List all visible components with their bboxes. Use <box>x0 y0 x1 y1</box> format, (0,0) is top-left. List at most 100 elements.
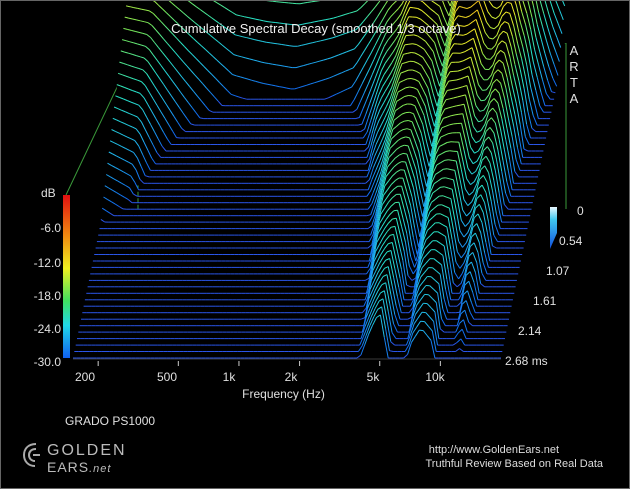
slice-segment <box>433 20 438 25</box>
slice-segment <box>484 94 490 101</box>
slice-segment <box>403 251 409 276</box>
slice-segment <box>384 222 389 229</box>
slice-segment <box>451 239 457 263</box>
slice-segment <box>427 24 433 30</box>
slice-segment <box>357 83 363 92</box>
slice-segment <box>408 307 414 314</box>
slice-segment <box>397 63 403 74</box>
slice-segment <box>393 73 399 87</box>
slice-segment <box>421 10 426 15</box>
slice-segment <box>108 151 113 155</box>
slice-segment <box>377 265 383 273</box>
slice-segment <box>404 144 409 147</box>
slice-segment <box>382 129 387 139</box>
slice-segment <box>472 292 478 307</box>
slice-segment <box>436 90 442 107</box>
slice-segment <box>506 128 512 149</box>
slice-segment <box>376 254 382 263</box>
slice-segment <box>371 118 377 134</box>
slice-segment <box>151 67 157 74</box>
slice-segment <box>397 137 403 141</box>
slice-segment <box>488 64 494 70</box>
slice-segment <box>409 137 414 150</box>
slice-segment <box>379 102 385 110</box>
slice-segment <box>392 125 398 130</box>
slice-segment <box>432 120 438 137</box>
slice-segment <box>431 129 437 147</box>
slice-segment <box>177 23 183 28</box>
slice-segment <box>134 30 140 33</box>
slice-segment <box>365 27 371 34</box>
slice-segment <box>415 248 421 262</box>
slice-segment <box>444 7 450 17</box>
slice-segment <box>371 227 377 245</box>
slice-segment <box>103 196 108 200</box>
slice-segment <box>396 146 401 150</box>
slice-segment <box>386 226 392 232</box>
slice-segment <box>452 79 457 81</box>
slice-segment <box>409 86 414 89</box>
slice-segment <box>126 173 132 177</box>
slice-segment <box>436 186 441 191</box>
slice-segment <box>435 171 440 175</box>
decay-slice <box>116 28 545 145</box>
slice-segment <box>500 128 505 150</box>
slice-segment <box>418 114 424 125</box>
slice-segment <box>104 185 109 189</box>
slice-segment <box>360 91 366 101</box>
slice-segment <box>380 248 385 256</box>
slice-segment <box>480 20 486 33</box>
slice-segment <box>387 4 393 11</box>
slice-segment <box>401 15 407 26</box>
slice-segment <box>230 93 236 97</box>
slice-segment <box>376 200 382 218</box>
slice-segment <box>547 27 553 41</box>
slice-segment <box>540 38 546 54</box>
slice-segment <box>454 219 460 242</box>
slice-segment <box>522 46 528 65</box>
slice-segment <box>480 194 486 203</box>
slice-segment <box>407 316 412 320</box>
slice-segment <box>173 19 179 25</box>
slice-segment <box>514 64 520 81</box>
slice-segment <box>111 164 116 168</box>
slice-segment <box>288 66 293 69</box>
slice-segment <box>299 2 304 5</box>
slice-segment <box>281 44 286 46</box>
slice-segment <box>318 19 323 22</box>
slice-segment <box>349 99 355 106</box>
slice-mask <box>100 141 529 225</box>
slice-segment <box>225 47 231 52</box>
slice-segment <box>378 1 381 3</box>
slice-segment <box>366 214 371 217</box>
slice-segment <box>372 217 378 235</box>
slice-segment <box>375 82 381 95</box>
slice-segment <box>437 177 443 182</box>
slice-segment <box>441 65 447 81</box>
slice-segment <box>420 97 426 107</box>
slice-segment <box>488 107 494 113</box>
slice-segment <box>395 63 400 76</box>
slice-segment <box>186 15 192 20</box>
slice-segment <box>275 85 280 88</box>
slice-segment <box>372 158 378 168</box>
slice-segment <box>442 90 448 98</box>
slice-segment <box>126 136 132 140</box>
slice-segment <box>133 193 138 197</box>
slice-segment <box>465 94 470 111</box>
slice-segment <box>161 97 167 105</box>
slice-segment <box>134 181 140 191</box>
slice-segment <box>449 43 455 51</box>
slice-segment <box>517 43 522 59</box>
slice-segment <box>378 237 384 245</box>
slice-segment <box>418 54 424 58</box>
slice-segment <box>404 120 409 122</box>
slice-segment <box>397 44 403 56</box>
slice-segment <box>406 128 412 131</box>
slice-segment <box>482 89 487 91</box>
slice-segment <box>503 1 508 7</box>
slice-segment <box>511 36 517 55</box>
slice-segment <box>518 135 524 158</box>
slice-segment <box>459 179 465 200</box>
slice-segment <box>125 148 130 151</box>
